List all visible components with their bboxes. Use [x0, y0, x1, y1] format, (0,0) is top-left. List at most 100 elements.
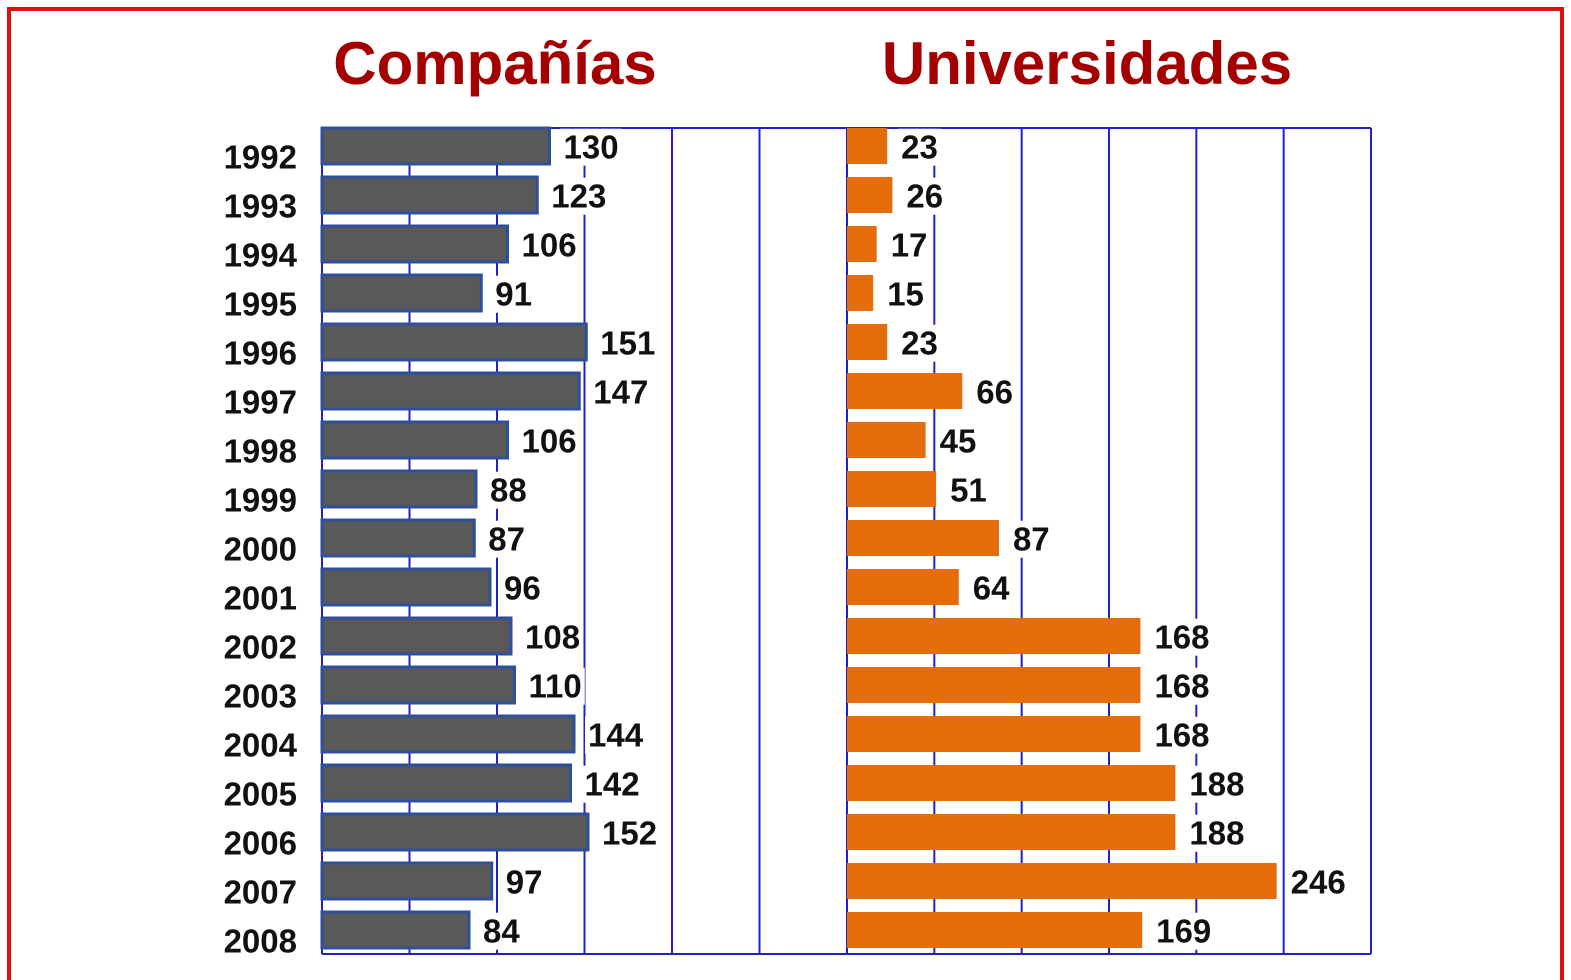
label-bg	[1151, 667, 1213, 705]
label-bg	[560, 128, 622, 166]
bar	[320, 371, 581, 411]
bar	[847, 569, 959, 605]
value-label: 23	[901, 325, 938, 362]
label-bg	[518, 422, 580, 460]
bar	[320, 665, 516, 705]
value-label: 87	[1013, 521, 1050, 558]
label-bg	[1151, 618, 1213, 656]
bar	[320, 616, 513, 656]
label-bg	[1186, 765, 1248, 803]
label-bg	[973, 373, 1016, 411]
value-label: 64	[973, 570, 1010, 607]
label-bg	[485, 520, 528, 558]
bar	[847, 471, 937, 507]
label-bg	[1153, 912, 1215, 950]
y-tick-label: 2000	[224, 531, 297, 568]
bar	[320, 224, 509, 264]
value-label: 169	[1156, 913, 1211, 950]
y-tick-label: 1998	[224, 433, 297, 470]
label-bg	[884, 275, 927, 313]
label-bg	[599, 814, 661, 852]
chart-title: Compañías	[333, 30, 656, 97]
bar	[847, 814, 1176, 850]
bar	[847, 520, 999, 556]
bar	[320, 910, 471, 950]
value-label: 246	[1291, 864, 1346, 901]
y-tick-label: 1992	[224, 139, 297, 176]
value-label: 110	[529, 668, 582, 705]
label-bg	[887, 226, 931, 264]
value-label: 152	[602, 815, 657, 852]
bar	[847, 226, 877, 262]
y-tick-label: 1996	[224, 335, 297, 372]
value-label: 26	[906, 178, 943, 215]
value-label: 87	[488, 521, 525, 558]
bar	[847, 324, 888, 360]
label-bg	[525, 667, 585, 705]
y-tick-label: 2002	[224, 629, 297, 666]
y-tick-label: 1994	[224, 237, 298, 274]
bar	[320, 469, 478, 509]
value-label: 188	[1189, 815, 1244, 852]
value-label: 66	[976, 374, 1013, 411]
bar	[847, 177, 893, 213]
y-tick-label: 2006	[224, 825, 297, 862]
bar	[320, 273, 483, 313]
frame	[7, 7, 1564, 980]
bar	[320, 126, 551, 166]
label-bg	[1151, 716, 1213, 754]
bar	[320, 322, 588, 362]
value-label: 97	[506, 864, 543, 901]
y-tick-label: 1997	[224, 384, 297, 421]
label-bg	[903, 177, 947, 215]
value-label: 130	[564, 129, 619, 166]
label-bg	[502, 863, 546, 901]
label-bg	[487, 471, 530, 509]
value-label: 168	[1154, 668, 1209, 705]
label-bg	[585, 716, 647, 754]
label-bg	[492, 275, 535, 313]
value-label: 88	[490, 472, 527, 509]
bar	[320, 714, 576, 754]
label-bg	[597, 324, 659, 362]
label-bg	[969, 569, 1014, 607]
value-label: 142	[585, 766, 640, 803]
bar	[320, 861, 494, 901]
bar	[320, 518, 476, 558]
y-tick-label: 1993	[224, 188, 297, 225]
label-bg	[936, 422, 980, 460]
bar	[847, 765, 1176, 801]
value-label: 147	[593, 374, 648, 411]
bar	[847, 373, 963, 409]
chart-title: Universidades	[882, 30, 1292, 97]
label-bg	[898, 128, 941, 166]
bar	[847, 128, 888, 164]
bar	[847, 422, 926, 458]
value-label: 45	[940, 423, 977, 460]
value-label: 106	[522, 227, 577, 264]
value-label: 151	[600, 325, 655, 362]
bar	[847, 275, 874, 311]
label-bg	[522, 618, 584, 656]
label-bg	[898, 324, 941, 362]
value-label: 168	[1154, 717, 1209, 754]
bar	[320, 175, 539, 215]
value-label: 188	[1189, 766, 1244, 803]
label-bg	[947, 471, 990, 509]
bar	[847, 863, 1277, 899]
y-tick-label: 2005	[224, 776, 297, 813]
value-label: 144	[588, 717, 644, 754]
value-label: 106	[522, 423, 577, 460]
bar	[320, 812, 590, 852]
y-tick-label: 2008	[224, 923, 297, 960]
bar	[847, 716, 1141, 752]
value-label: 123	[551, 178, 606, 215]
value-label: 15	[887, 276, 924, 313]
y-tick-label: 2003	[224, 678, 297, 715]
y-tick-label: 2001	[224, 580, 297, 617]
bar	[847, 667, 1141, 703]
label-bg	[548, 177, 610, 215]
bar	[320, 420, 509, 460]
label-bg	[590, 373, 652, 411]
